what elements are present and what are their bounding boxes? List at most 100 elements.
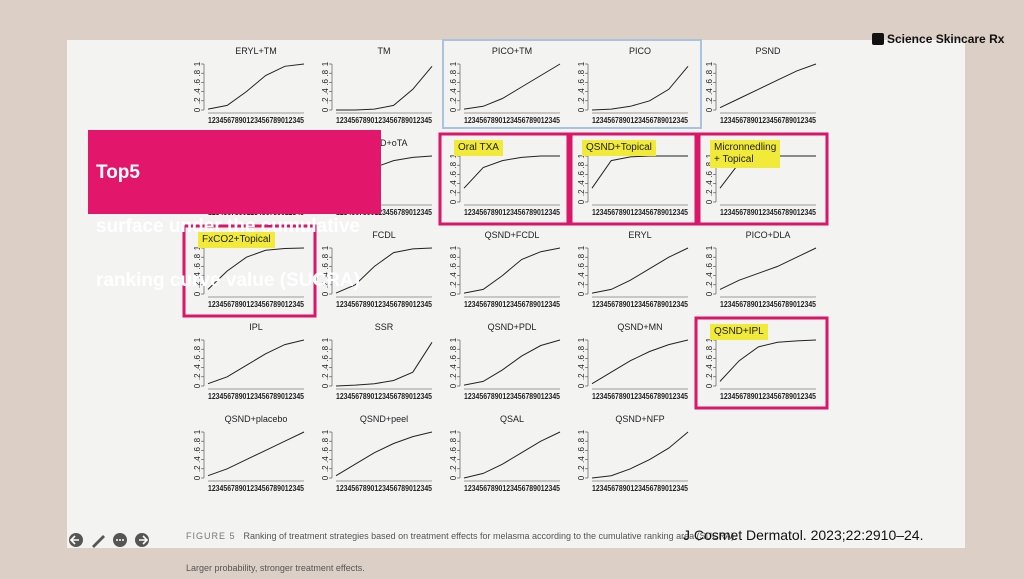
- y-tick-label: .2: [705, 97, 714, 104]
- caption: FIGURE 5 Ranking of treatment strategies …: [186, 512, 737, 579]
- y-tick-label: 0: [321, 291, 330, 296]
- panel-title: PICO+DLA: [746, 230, 791, 240]
- y-tick-label: .4: [449, 180, 458, 187]
- y-tick-label: .6: [321, 79, 330, 86]
- panel-title: QSND+placebo: [225, 414, 288, 424]
- y-tick-label: 1: [321, 337, 330, 342]
- y-tick-label: 1: [577, 61, 586, 66]
- callout-line: ranking curve value (SUCRA): [96, 270, 360, 291]
- x-tick-label: 1234567890123456789012345: [720, 116, 816, 125]
- y-tick-label: 1: [449, 245, 458, 250]
- y-tick-label: 1: [577, 337, 586, 342]
- y-tick-label: .4: [577, 364, 586, 371]
- panel-title: QSND+NFP: [615, 414, 664, 424]
- y-tick-label: 0: [449, 199, 458, 204]
- x-tick-label: 1234567890123456789012345: [592, 116, 688, 125]
- sucra-curve: [335, 342, 433, 387]
- y-tick-label: .2: [193, 97, 202, 104]
- y-tick-label: .6: [577, 355, 586, 362]
- y-tick-label: .4: [449, 88, 458, 95]
- y-tick-label: .2: [321, 281, 330, 288]
- y-tick-label: .4: [321, 88, 330, 95]
- y-tick-label: .6: [577, 79, 586, 86]
- x-tick-label: 1234567890123456789012345: [336, 484, 432, 493]
- y-tick-label: 0: [193, 383, 202, 388]
- sucra-curve: [719, 63, 817, 109]
- y-tick-label: .4: [321, 272, 330, 279]
- highlight-box: [566, 132, 701, 226]
- sucra-curve: [591, 247, 689, 294]
- x-tick-label: 1234567890123456789012345: [464, 300, 560, 309]
- slide: [67, 40, 965, 548]
- y-tick-label: .2: [193, 373, 202, 380]
- y-tick-label: .6: [705, 79, 714, 86]
- y-tick-label: 0: [321, 383, 330, 388]
- sucra-curve: [591, 431, 689, 479]
- x-tick-label: 1234567890123456789012345: [464, 484, 560, 493]
- y-tick-label: .2: [705, 281, 714, 288]
- sucra-curve: [719, 247, 817, 290]
- highlight-box: [438, 132, 573, 226]
- y-tick-label: 0: [577, 383, 586, 388]
- y-tick-label: .8: [321, 253, 330, 260]
- y-tick-label: .8: [577, 161, 586, 168]
- sucra-curve: [463, 155, 560, 189]
- y-tick-label: 0: [577, 199, 586, 204]
- y-tick-label: 0: [577, 291, 586, 296]
- y-tick-label: .2: [577, 189, 586, 196]
- y-tick-label: .4: [705, 272, 714, 279]
- highlight-box: [694, 132, 829, 226]
- y-tick-label: 1: [449, 61, 458, 66]
- y-tick-label: 1: [705, 337, 714, 342]
- y-tick-label: 0: [193, 107, 202, 112]
- panel-title: QSND+MN: [617, 322, 662, 332]
- y-tick-label: .8: [449, 161, 458, 168]
- y-tick-label: .8: [449, 345, 458, 352]
- y-tick-label: 0: [449, 475, 458, 480]
- y-tick-label: 1: [449, 429, 458, 434]
- y-tick-label: 1: [705, 153, 714, 158]
- y-tick-label: .8: [193, 345, 202, 352]
- y-tick-label: 0: [577, 107, 586, 112]
- panel-title: QSND+oTA: [360, 138, 407, 148]
- y-tick-label: .8: [705, 345, 714, 352]
- y-tick-label: .2: [449, 281, 458, 288]
- y-tick-label: 1: [705, 245, 714, 250]
- y-tick-label: .2: [577, 465, 586, 472]
- panel-title: QSND+FCDL: [485, 230, 540, 240]
- y-tick-label: .4: [705, 180, 714, 187]
- y-tick-label: 1: [193, 429, 202, 434]
- y-tick-label: 0: [705, 107, 714, 112]
- y-tick-label: .8: [705, 161, 714, 168]
- y-tick-label: .2: [193, 465, 202, 472]
- y-tick-label: .4: [705, 88, 714, 95]
- y-tick-label: .4: [193, 272, 202, 279]
- sucra-curve: [463, 247, 561, 294]
- sucra-curve: [207, 247, 305, 290]
- y-tick-label: .6: [577, 171, 586, 178]
- y-tick-label: .6: [705, 263, 714, 270]
- y-tick-label: 1: [705, 61, 714, 66]
- y-tick-label: .6: [449, 355, 458, 362]
- y-tick-label: .4: [577, 272, 586, 279]
- callout-line: Top5: [96, 162, 140, 183]
- x-tick-label: 1234567890123456789012345: [336, 392, 432, 401]
- y-tick-label: 1: [193, 337, 202, 342]
- x-tick-label: 1234567890123456789012345: [464, 392, 560, 401]
- y-tick-label: .4: [193, 364, 202, 371]
- y-tick-label: .6: [193, 263, 202, 270]
- x-tick-label: 1234567890123456789012345: [464, 208, 560, 217]
- panel-title: QSAL: [500, 414, 524, 424]
- panel-title: TM: [378, 46, 391, 56]
- y-tick-label: .6: [705, 355, 714, 362]
- y-tick-label: 1: [449, 153, 458, 158]
- sucra-curve: [463, 63, 561, 110]
- y-tick-label: 1: [193, 245, 202, 250]
- y-tick-label: 1: [321, 245, 330, 250]
- sucra-curve: [591, 339, 689, 385]
- y-tick-label: .6: [193, 447, 202, 454]
- y-tick-label: .6: [321, 447, 330, 454]
- y-tick-label: .6: [705, 171, 714, 178]
- x-tick-label: 1234567890123456789012345: [592, 300, 688, 309]
- sucra-curve: [336, 65, 433, 111]
